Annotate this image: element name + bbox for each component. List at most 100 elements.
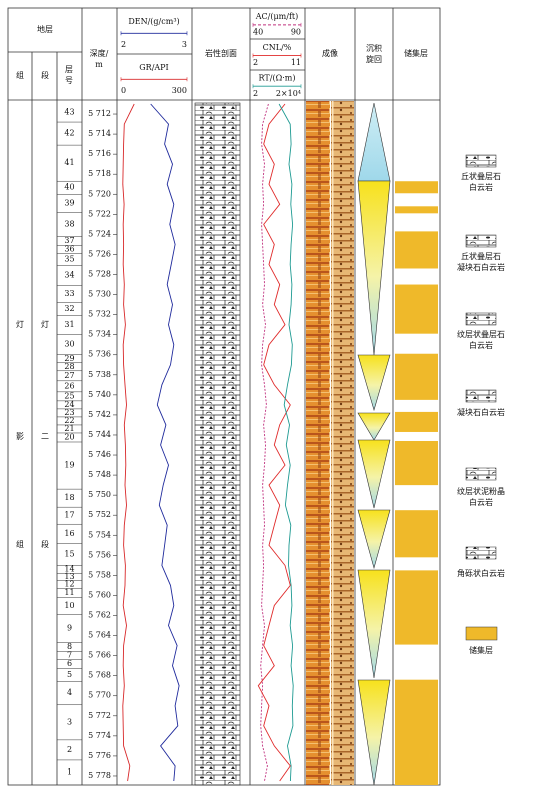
curve-scale-label: 2 [253, 58, 258, 67]
depth-tick-label: 5 754 [88, 530, 111, 539]
depth-tick-label: 5 738 [88, 370, 111, 379]
depth-tick-label: 5 766 [88, 651, 111, 660]
depth-tick-label: 5 736 [88, 350, 111, 359]
depth-tick-label: 5 716 [88, 149, 111, 158]
depth-tick-label: 5 712 [88, 109, 111, 118]
formation-name: 灯 [16, 319, 24, 329]
layer-number: 30 [64, 340, 74, 349]
depth-tick-label: 5 776 [88, 751, 111, 760]
header-depth: m [95, 60, 103, 69]
legend-label: 角砾状白云岩 [457, 568, 505, 578]
layer-number: 14 [64, 564, 74, 573]
layer-number: 12 [64, 579, 74, 588]
header-depth: 深度/ [90, 48, 109, 58]
depth-tick-label: 5 730 [88, 290, 111, 299]
layer-number: 38 [64, 219, 74, 228]
cycle-triangles [357, 102, 391, 786]
layer-number: 29 [64, 354, 74, 363]
layer-number: 10 [64, 601, 74, 610]
depth-tick-label: 5 726 [88, 249, 111, 258]
curve-scale-label: 2 [253, 89, 258, 98]
depth-tick-label: 5 774 [88, 731, 111, 740]
layer-number: 35 [64, 254, 74, 263]
depth-tick-label: 5 778 [88, 771, 111, 780]
depth-tick-label: 5 756 [88, 550, 111, 559]
layer-number: 8 [67, 642, 72, 651]
legend-label: 白云岩 [469, 182, 493, 192]
layer-number: 43 [64, 108, 74, 117]
legend-label: 纹层状泥粉晶 [457, 486, 505, 496]
depth-tick-label: 5 714 [88, 129, 111, 138]
depth-tick-label: 5 760 [88, 590, 111, 599]
layer-number: 37 [64, 236, 74, 245]
depth-tick-label: 5 772 [88, 711, 111, 720]
depth-tick-label: 5 742 [88, 410, 111, 419]
legend-label: 白云岩 [469, 497, 493, 507]
depth-tick-label: 5 752 [88, 510, 111, 519]
depth-tick-label: 5 718 [88, 169, 111, 178]
layer-number: 9 [67, 624, 72, 633]
depth-tick-label: 5 750 [88, 490, 111, 499]
legend-label: 储集层 [469, 645, 493, 655]
formation-name: 影 [16, 431, 24, 441]
layer-number: 24 [64, 400, 74, 409]
member-name: 灯 [41, 319, 49, 329]
curve-scale-label: 11 [291, 58, 301, 67]
layer-number: 7 [67, 651, 72, 660]
legend-label: 白云岩 [469, 340, 493, 350]
reservoir-interval [395, 284, 438, 334]
reservoir-interval [395, 510, 438, 558]
header-layer-no: 层 [65, 65, 73, 74]
curve-name: RT/(Ω·m) [259, 74, 296, 83]
log-curve [278, 103, 294, 782]
layer-number: 6 [67, 659, 72, 668]
layer-number: 17 [64, 511, 74, 520]
layer-number: 32 [64, 304, 74, 313]
reservoir-interval [395, 411, 438, 432]
layer-number: 15 [64, 549, 74, 558]
layer-number: 13 [64, 572, 74, 581]
legend-label: 纹层状叠层石 [457, 329, 505, 339]
curve-scale-label: 90 [291, 28, 301, 37]
reservoir-interval [395, 181, 438, 194]
curve-scale-label: 3 [182, 40, 187, 49]
formation-name: 组 [16, 539, 24, 549]
header-reservoir: 储集层 [404, 48, 428, 58]
reservoir-interval [395, 679, 438, 785]
layer-number: 11 [64, 588, 74, 597]
reservoir-interval [395, 353, 438, 400]
curve-scale-label: 300 [172, 86, 187, 95]
depth-tick-label: 5 746 [88, 450, 111, 459]
layer-number: 39 [64, 198, 74, 207]
layer-number: 22 [64, 416, 74, 425]
layer-number: 25 [64, 391, 74, 400]
layer-number: 27 [64, 371, 74, 380]
legend-label: 丘状叠层石 [461, 251, 501, 261]
layer-number: 26 [64, 381, 74, 390]
reservoir-interval [395, 231, 438, 269]
legend-symbols [465, 154, 497, 560]
log-curve [260, 103, 269, 782]
legend-reservoir-swatch [465, 626, 498, 641]
depth-tick-label: 5 724 [88, 229, 111, 238]
layer-number: 41 [64, 158, 74, 167]
log-curve [150, 103, 180, 782]
depth-tick-label: 5 720 [88, 189, 111, 198]
curve-scale-label: 2 [121, 40, 126, 49]
layer-number: 33 [64, 289, 74, 298]
header-formation: 组 [16, 70, 24, 80]
header-member: 段 [41, 70, 49, 80]
header-cycle: 沉积 [366, 43, 382, 53]
imaging-strip [306, 101, 330, 785]
reservoir-interval [395, 440, 438, 486]
member-name: 二 [41, 432, 49, 441]
layer-number: 1 [67, 767, 72, 776]
curve-name: DEN/(g/cm³) [128, 17, 179, 26]
depth-tick-label: 5 728 [88, 270, 111, 279]
reservoir-interval [395, 570, 438, 645]
header-lithology: 岩性剖面 [205, 48, 237, 58]
depth-tick-label: 5 748 [88, 470, 111, 479]
legend-label: 凝块石白云岩 [457, 262, 505, 272]
header-cycle: 旋回 [366, 54, 382, 64]
